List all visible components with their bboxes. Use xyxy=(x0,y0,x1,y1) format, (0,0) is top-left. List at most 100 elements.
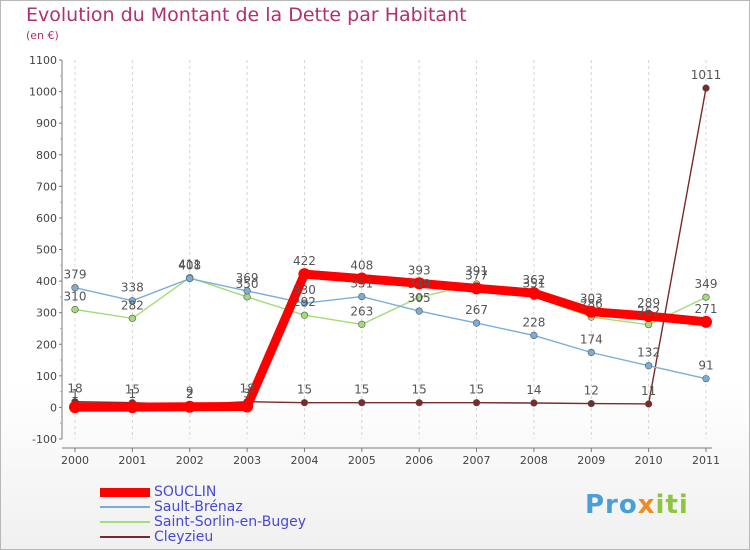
data-label: 12 xyxy=(584,384,599,398)
data-label: 271 xyxy=(695,302,718,316)
data-label: 15 xyxy=(297,383,312,397)
data-point xyxy=(587,400,595,408)
data-point xyxy=(126,401,139,414)
data-point xyxy=(645,321,653,329)
data-point xyxy=(243,287,251,295)
data-label: 369 xyxy=(236,271,259,285)
y-tick-label: 300 xyxy=(36,307,57,320)
data-label: 91 xyxy=(698,359,713,373)
data-label: 292 xyxy=(293,295,316,309)
data-label: 305 xyxy=(408,291,431,305)
data-point xyxy=(358,292,366,301)
series-line-1 xyxy=(74,277,707,380)
x-tick-label: 2001 xyxy=(118,454,146,467)
data-label: 15 xyxy=(412,383,427,397)
data-label: 303 xyxy=(580,292,603,306)
y-tick-label: 1000 xyxy=(29,86,57,99)
data-label: 15 xyxy=(469,383,484,397)
data-point xyxy=(358,399,366,407)
data-point xyxy=(241,400,254,413)
data-point xyxy=(702,375,710,383)
data-point xyxy=(300,311,309,319)
data-point xyxy=(415,293,423,301)
series-line-0 xyxy=(70,269,711,412)
data-point xyxy=(642,310,655,323)
data-label: 408 xyxy=(350,259,373,273)
y-tick-label: 900 xyxy=(36,117,57,130)
y-tick-label: 800 xyxy=(36,149,57,162)
data-label: 263 xyxy=(350,304,373,318)
legend-label: Saint-Sorlin-en-Bugey xyxy=(154,514,306,530)
x-tick-label: 2007 xyxy=(463,454,491,467)
x-tick-label: 2009 xyxy=(577,454,605,467)
x-tick-label: 2004 xyxy=(290,454,318,467)
data-point xyxy=(470,282,483,295)
data-label: 289 xyxy=(637,296,660,310)
data-point xyxy=(243,293,251,301)
legend-swatch xyxy=(100,487,150,497)
y-tick-label: 600 xyxy=(36,212,57,225)
x-tick-label: 2005 xyxy=(348,454,376,467)
data-point xyxy=(472,399,481,407)
data-label: 11 xyxy=(641,384,656,398)
data-point xyxy=(71,305,79,314)
x-tick-label: 2011 xyxy=(692,454,720,467)
y-tick-label: 1100 xyxy=(29,54,57,67)
y-tick-label: 200 xyxy=(36,338,57,351)
y-tick-label: 700 xyxy=(36,180,57,193)
y-tick-label: 400 xyxy=(36,275,57,288)
data-label: 15 xyxy=(125,383,140,397)
data-point xyxy=(702,293,710,301)
data-point xyxy=(700,315,712,328)
data-label: 351 xyxy=(350,277,373,291)
data-point xyxy=(645,400,653,408)
data-label: 18 xyxy=(67,382,82,396)
data-label: 267 xyxy=(465,303,488,317)
data-point xyxy=(415,399,423,407)
data-point xyxy=(413,277,426,290)
data-label: 310 xyxy=(64,290,87,304)
y-tick-label: 0 xyxy=(50,401,57,414)
legend-label: Sault-Brénaz xyxy=(154,499,243,515)
data-label: 349 xyxy=(695,277,718,291)
x-tick-label: 2008 xyxy=(520,454,548,467)
y-tick-label: 100 xyxy=(36,370,57,383)
data-label: 18 xyxy=(239,382,254,396)
x-tick-label: 2002 xyxy=(176,454,204,467)
x-tick-label: 2006 xyxy=(405,454,433,467)
data-point xyxy=(128,314,136,322)
data-label: 262 xyxy=(637,305,660,319)
data-point xyxy=(128,297,136,305)
data-label: 408 xyxy=(178,259,201,273)
data-label: 350 xyxy=(236,277,259,291)
x-tick-label: 2010 xyxy=(635,454,663,467)
x-tick-label: 2003 xyxy=(233,454,261,467)
data-point xyxy=(186,274,194,283)
data-label: 2 xyxy=(186,387,194,401)
y-tick-label: -100 xyxy=(32,433,57,446)
data-label: 14 xyxy=(526,383,541,397)
data-label: 9 xyxy=(186,385,194,399)
data-label: 174 xyxy=(580,332,603,346)
data-label: 15 xyxy=(354,383,369,397)
data-point xyxy=(298,268,311,281)
data-label: 393 xyxy=(408,263,431,277)
legend-swatch xyxy=(100,506,150,508)
data-point xyxy=(355,272,368,285)
data-label: 3 xyxy=(243,386,251,400)
data-point xyxy=(300,299,309,307)
legend-swatch xyxy=(100,536,150,538)
x-tick-label: 2000 xyxy=(61,454,89,467)
data-point xyxy=(71,284,79,292)
legend-label: Cleyzieu xyxy=(154,529,214,545)
y-tick-label: 500 xyxy=(36,244,57,257)
data-label: 422 xyxy=(293,254,316,268)
legend-swatch xyxy=(100,521,150,523)
data-point xyxy=(415,307,423,315)
data-label: 132 xyxy=(637,346,660,360)
data-label: 1011 xyxy=(691,68,722,82)
data-point xyxy=(183,400,196,413)
data-point xyxy=(300,399,309,407)
